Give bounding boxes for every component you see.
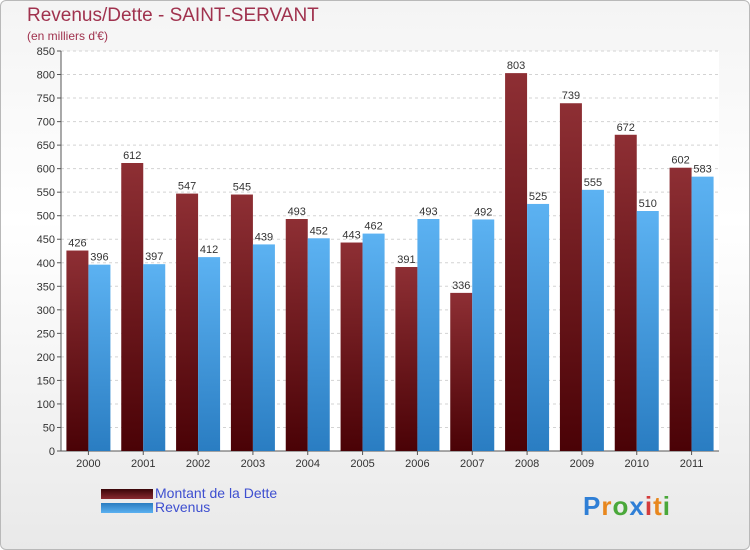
data-label-revenus: 510: [639, 198, 657, 210]
bar-dette: [450, 292, 473, 451]
bar-dette: [176, 193, 199, 451]
bar-revenus: [362, 233, 385, 451]
bar-revenus: [198, 257, 221, 451]
data-label-dette: 391: [397, 254, 415, 266]
y-tick-label: 350: [37, 281, 55, 293]
bar-dette: [614, 134, 637, 451]
data-label-dette: 612: [123, 150, 141, 162]
y-tick-label: 850: [37, 46, 55, 58]
data-label-revenus: 439: [255, 231, 273, 243]
x-tick-label: 2004: [296, 458, 320, 470]
proxiti-logo: Proxiti: [583, 491, 671, 521]
data-label-dette: 803: [507, 60, 525, 72]
y-tick-label: 200: [37, 352, 55, 364]
y-tick-label: 600: [37, 164, 55, 176]
bar-revenus: [88, 264, 111, 451]
y-tick-label: 50: [43, 422, 55, 434]
data-label-revenus: 397: [145, 251, 163, 263]
y-tick-label: 750: [37, 93, 55, 105]
data-label-revenus: 492: [474, 206, 492, 218]
bar-dette: [66, 250, 89, 451]
x-tick-label: 2011: [680, 458, 704, 470]
data-label-revenus: 462: [364, 221, 382, 233]
bar-revenus: [252, 244, 275, 451]
data-label-dette: 672: [617, 122, 635, 134]
data-label-dette: 739: [562, 90, 580, 102]
data-label-revenus: 555: [584, 177, 602, 189]
data-label-dette: 547: [178, 181, 196, 193]
chart-subtitle: (en milliers d'€): [27, 29, 108, 43]
x-tick-label: 2009: [570, 458, 594, 470]
bar-dette: [230, 194, 253, 451]
data-label-revenus: 493: [419, 206, 437, 218]
data-label-dette: 336: [452, 280, 470, 292]
data-label-dette: 493: [288, 206, 306, 218]
bar-revenus: [581, 189, 604, 451]
y-tick-label: 800: [37, 70, 55, 82]
bar-revenus: [636, 211, 659, 451]
data-label-revenus: 412: [200, 244, 218, 256]
x-tick-label: 2002: [186, 458, 210, 470]
data-label-dette: 443: [342, 230, 360, 242]
data-label-revenus: 452: [310, 225, 328, 237]
bar-revenus: [307, 238, 330, 451]
y-tick-label: 500: [37, 211, 55, 223]
x-tick-label: 2010: [625, 458, 649, 470]
data-label-revenus: 396: [90, 252, 108, 264]
chart-title: Revenus/Dette - SAINT-SERVANT: [27, 5, 319, 26]
legend-label-revenus: Revenus: [155, 499, 211, 515]
x-tick-label: 2001: [131, 458, 155, 470]
bar-dette: [121, 163, 144, 451]
y-tick-label: 0: [49, 446, 55, 458]
y-tick-label: 450: [37, 234, 55, 246]
x-tick-label: 2006: [405, 458, 429, 470]
y-tick-label: 250: [37, 328, 55, 340]
bar-dette: [505, 73, 528, 451]
bar-dette: [285, 219, 308, 451]
plot-area: [61, 51, 719, 451]
data-label-dette: 602: [671, 155, 689, 167]
y-tick-label: 150: [37, 375, 55, 387]
y-tick-label: 400: [37, 258, 55, 270]
bar-revenus: [527, 203, 550, 451]
bar-revenus: [691, 176, 714, 451]
x-tick-label: 2000: [76, 458, 100, 470]
bar-dette: [340, 242, 363, 451]
bar-dette: [559, 103, 582, 451]
y-tick-label: 700: [37, 117, 55, 129]
bar-revenus: [143, 264, 166, 451]
x-tick-label: 2005: [350, 458, 374, 470]
legend-swatch-revenus: [101, 503, 153, 513]
x-tick-label: 2008: [515, 458, 539, 470]
y-tick-label: 300: [37, 305, 55, 317]
data-label-revenus: 525: [529, 191, 547, 203]
y-tick-label: 100: [37, 399, 55, 411]
data-label-dette: 545: [233, 182, 251, 194]
bar-dette: [395, 267, 418, 451]
y-tick-label: 550: [37, 187, 55, 199]
data-label-revenus: 583: [693, 164, 711, 176]
x-tick-label: 2007: [460, 458, 484, 470]
bar-revenus: [417, 219, 440, 451]
x-tick-label: 2003: [241, 458, 265, 470]
legend-swatch-dette: [101, 489, 153, 499]
legend-label-dette: Montant de la Dette: [155, 485, 278, 501]
y-tick-label: 650: [37, 140, 55, 152]
bar-revenus: [472, 219, 495, 451]
bar-dette: [669, 167, 692, 452]
data-label-dette: 426: [68, 238, 86, 250]
